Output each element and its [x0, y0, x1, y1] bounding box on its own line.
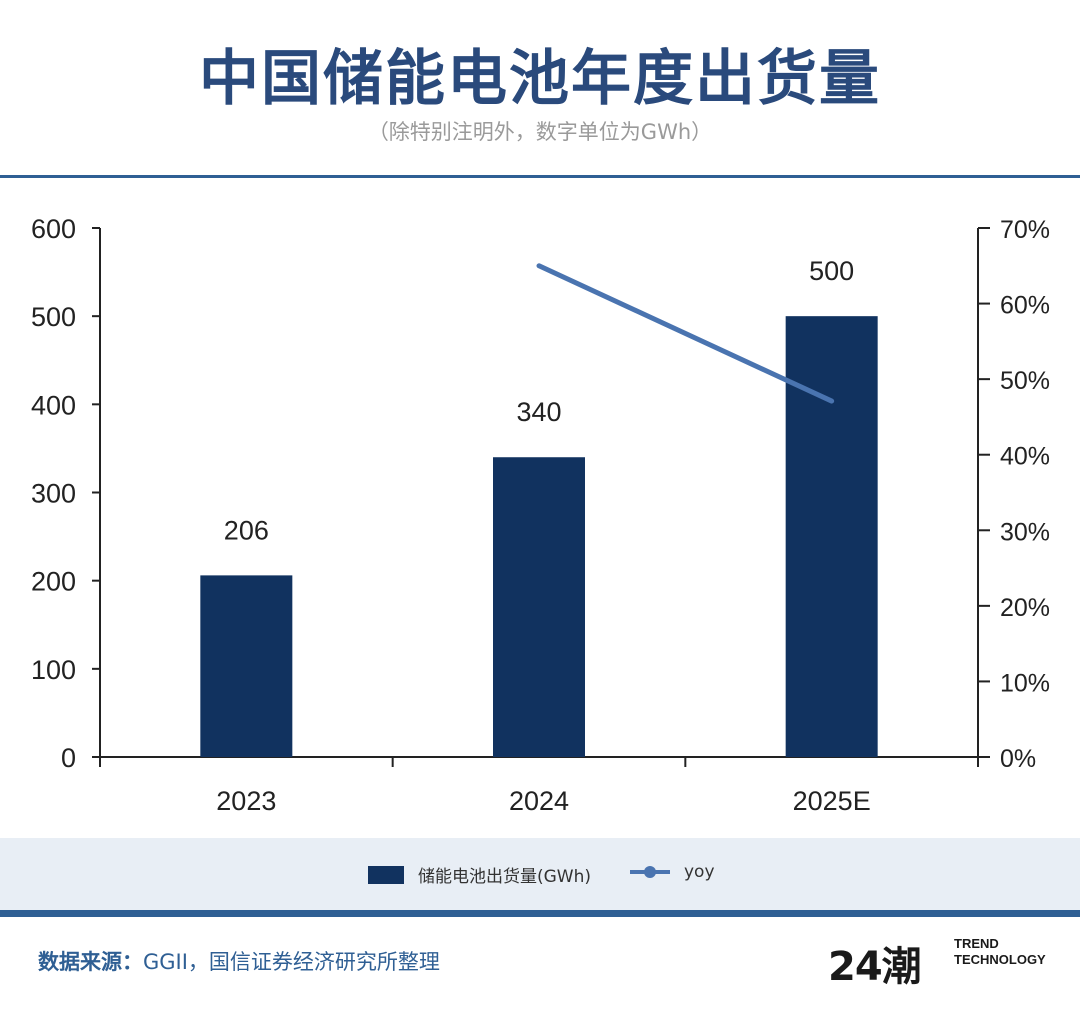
right-tick-label: 50% [1000, 367, 1050, 395]
source-note: 数据来源：GGII，国信证券经济研究所整理 [38, 946, 440, 976]
source-label: 数据来源： [38, 950, 143, 974]
logo-line-1: TREND [954, 936, 999, 951]
bar-2024 [493, 457, 585, 757]
data-label-2023: 206 [224, 515, 269, 545]
legend-item-bar: 储能电池出货量(GWh) [368, 862, 591, 887]
yoy-line [536, 263, 835, 404]
bar-2025E [785, 316, 878, 757]
top-divider [0, 175, 1080, 178]
chart-title: 中国储能电池年度出货量 [199, 44, 881, 114]
legend-bar-label: 储能电池出货量(GWh) [418, 867, 592, 887]
left-tick-label: 600 [31, 214, 76, 244]
x-tick-label-2025E: 2025E [793, 786, 871, 816]
left-tick-label: 500 [31, 302, 76, 332]
right-tick-label: 20% [1000, 594, 1050, 622]
left-tick-label: 300 [31, 479, 76, 509]
left-tick-label: 400 [31, 390, 76, 420]
source-text: GGII，国信证券经济研究所整理 [143, 950, 440, 974]
right-tick-label: 70% [1000, 216, 1050, 244]
bar-2023 [200, 575, 293, 757]
left-tick-label: 100 [31, 655, 76, 685]
logo-mark: 24潮 [828, 944, 922, 990]
x-tick-label-2024: 2024 [509, 786, 569, 816]
left-tick-label: 200 [31, 567, 76, 597]
logo-wordmark: TREND TECHNOLOGY [954, 936, 1046, 968]
right-tick-label: 30% [1000, 518, 1050, 546]
data-label-2024: 340 [516, 397, 561, 427]
right-tick-label: 60% [1000, 292, 1050, 320]
legend-item-line: yoy [630, 862, 715, 882]
x-tick-label-2023: 2023 [216, 786, 276, 816]
legend-line-swatch [630, 865, 670, 879]
legend: 储能电池出货量(GWh) yoy [0, 838, 1080, 910]
bottom-divider [0, 910, 1080, 917]
legend-line-label: yoy [684, 862, 715, 882]
right-tick-label: 40% [1000, 443, 1050, 471]
brand-logo: 24潮 TREND TECHNOLOGY [828, 934, 1058, 990]
data-label-2025E: 500 [809, 256, 854, 286]
right-tick-label: 0% [1000, 745, 1036, 773]
left-tick-label: 0 [61, 743, 76, 773]
logo-line-2: TECHNOLOGY [954, 952, 1046, 967]
chart-subtitle: （除特别注明外，数字单位为GWh） [367, 120, 713, 144]
shipment-chart: 0 100 200 300 400 500 600 0% 10% 20% 30% 40% 50% 60% 7… [31, 214, 1050, 816]
right-tick-label: 10% [1000, 669, 1050, 697]
legend-bar-swatch [368, 865, 404, 884]
